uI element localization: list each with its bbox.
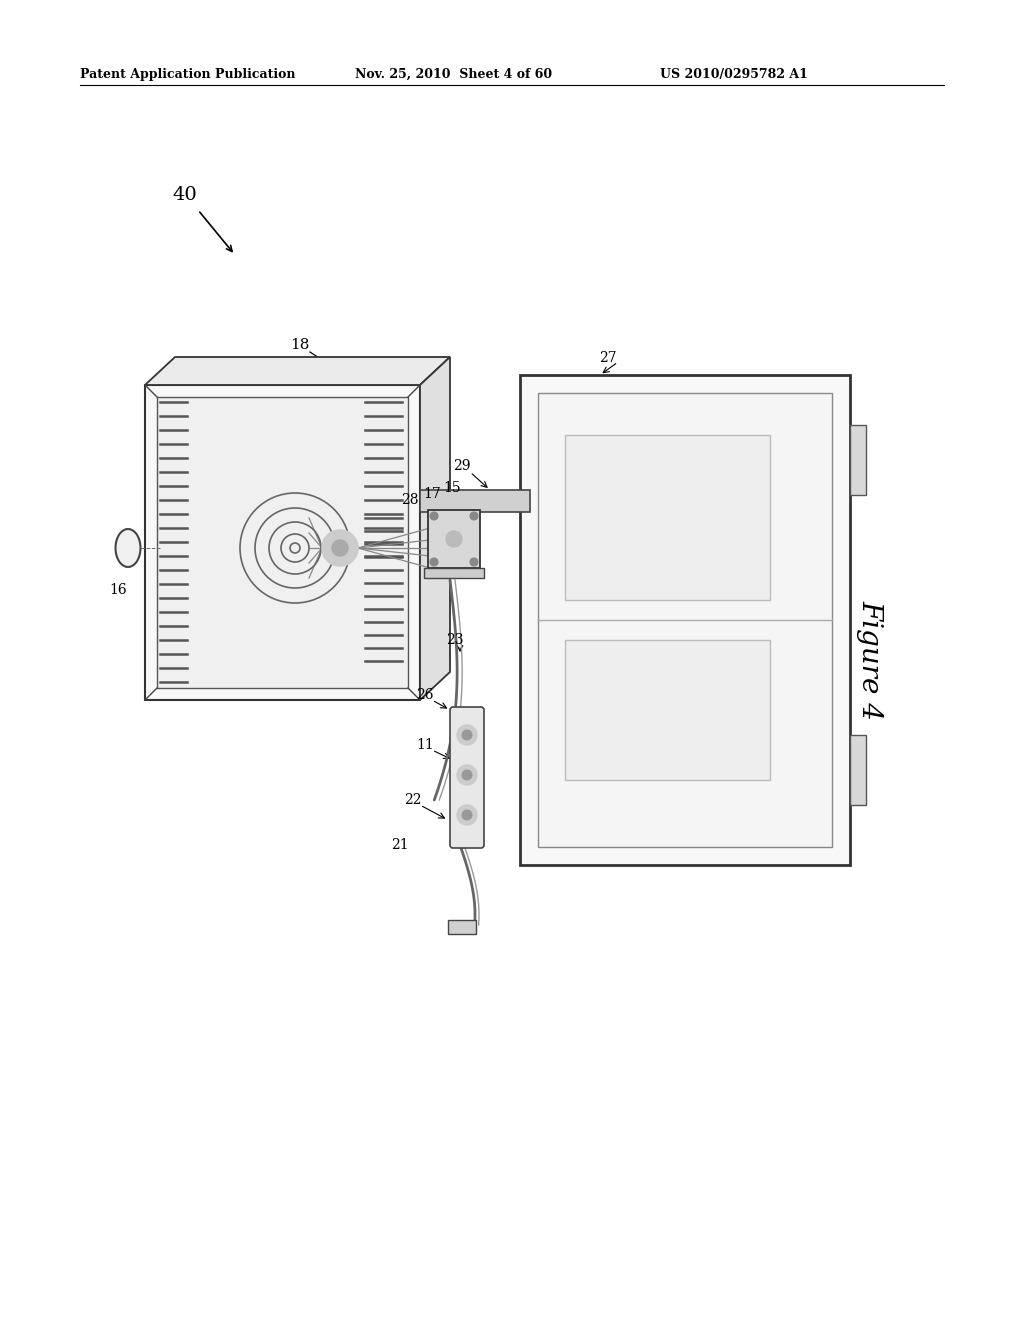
Circle shape bbox=[430, 512, 438, 520]
Circle shape bbox=[462, 770, 472, 780]
Circle shape bbox=[446, 531, 462, 546]
Text: 21: 21 bbox=[391, 838, 409, 851]
Circle shape bbox=[457, 805, 477, 825]
Bar bbox=[420, 490, 530, 512]
Circle shape bbox=[470, 558, 478, 566]
Bar bbox=[850, 735, 866, 805]
Bar bbox=[520, 375, 850, 865]
Circle shape bbox=[462, 730, 472, 741]
Bar bbox=[449, 920, 476, 935]
Polygon shape bbox=[420, 356, 450, 700]
Circle shape bbox=[457, 766, 477, 785]
Polygon shape bbox=[145, 356, 450, 385]
Text: 28: 28 bbox=[401, 492, 419, 507]
Text: 40: 40 bbox=[173, 186, 198, 205]
Text: 11: 11 bbox=[416, 738, 434, 752]
Bar bbox=[565, 640, 770, 780]
Text: 18: 18 bbox=[291, 338, 309, 352]
Text: Nov. 25, 2010  Sheet 4 of 60: Nov. 25, 2010 Sheet 4 of 60 bbox=[355, 69, 552, 81]
Text: Figure 4: Figure 4 bbox=[856, 601, 884, 719]
Text: 22: 22 bbox=[404, 793, 422, 807]
Text: 15: 15 bbox=[443, 480, 461, 495]
Bar bbox=[145, 385, 420, 700]
FancyBboxPatch shape bbox=[450, 708, 484, 847]
Bar bbox=[157, 397, 408, 688]
Circle shape bbox=[457, 725, 477, 744]
Text: 23: 23 bbox=[446, 634, 464, 647]
Text: 29: 29 bbox=[454, 459, 471, 473]
Circle shape bbox=[470, 512, 478, 520]
Circle shape bbox=[462, 810, 472, 820]
Bar bbox=[428, 510, 480, 568]
Text: 27: 27 bbox=[599, 351, 616, 366]
Text: 16: 16 bbox=[110, 583, 127, 597]
Ellipse shape bbox=[116, 529, 140, 568]
Bar bbox=[565, 436, 770, 601]
Circle shape bbox=[322, 531, 358, 566]
Text: 17: 17 bbox=[423, 487, 441, 502]
Bar bbox=[538, 393, 831, 847]
Text: Patent Application Publication: Patent Application Publication bbox=[80, 69, 296, 81]
Text: US 2010/0295782 A1: US 2010/0295782 A1 bbox=[660, 69, 808, 81]
Circle shape bbox=[332, 540, 348, 556]
Circle shape bbox=[430, 558, 438, 566]
Bar bbox=[424, 568, 484, 578]
Bar bbox=[850, 425, 866, 495]
Text: 26: 26 bbox=[416, 688, 434, 702]
